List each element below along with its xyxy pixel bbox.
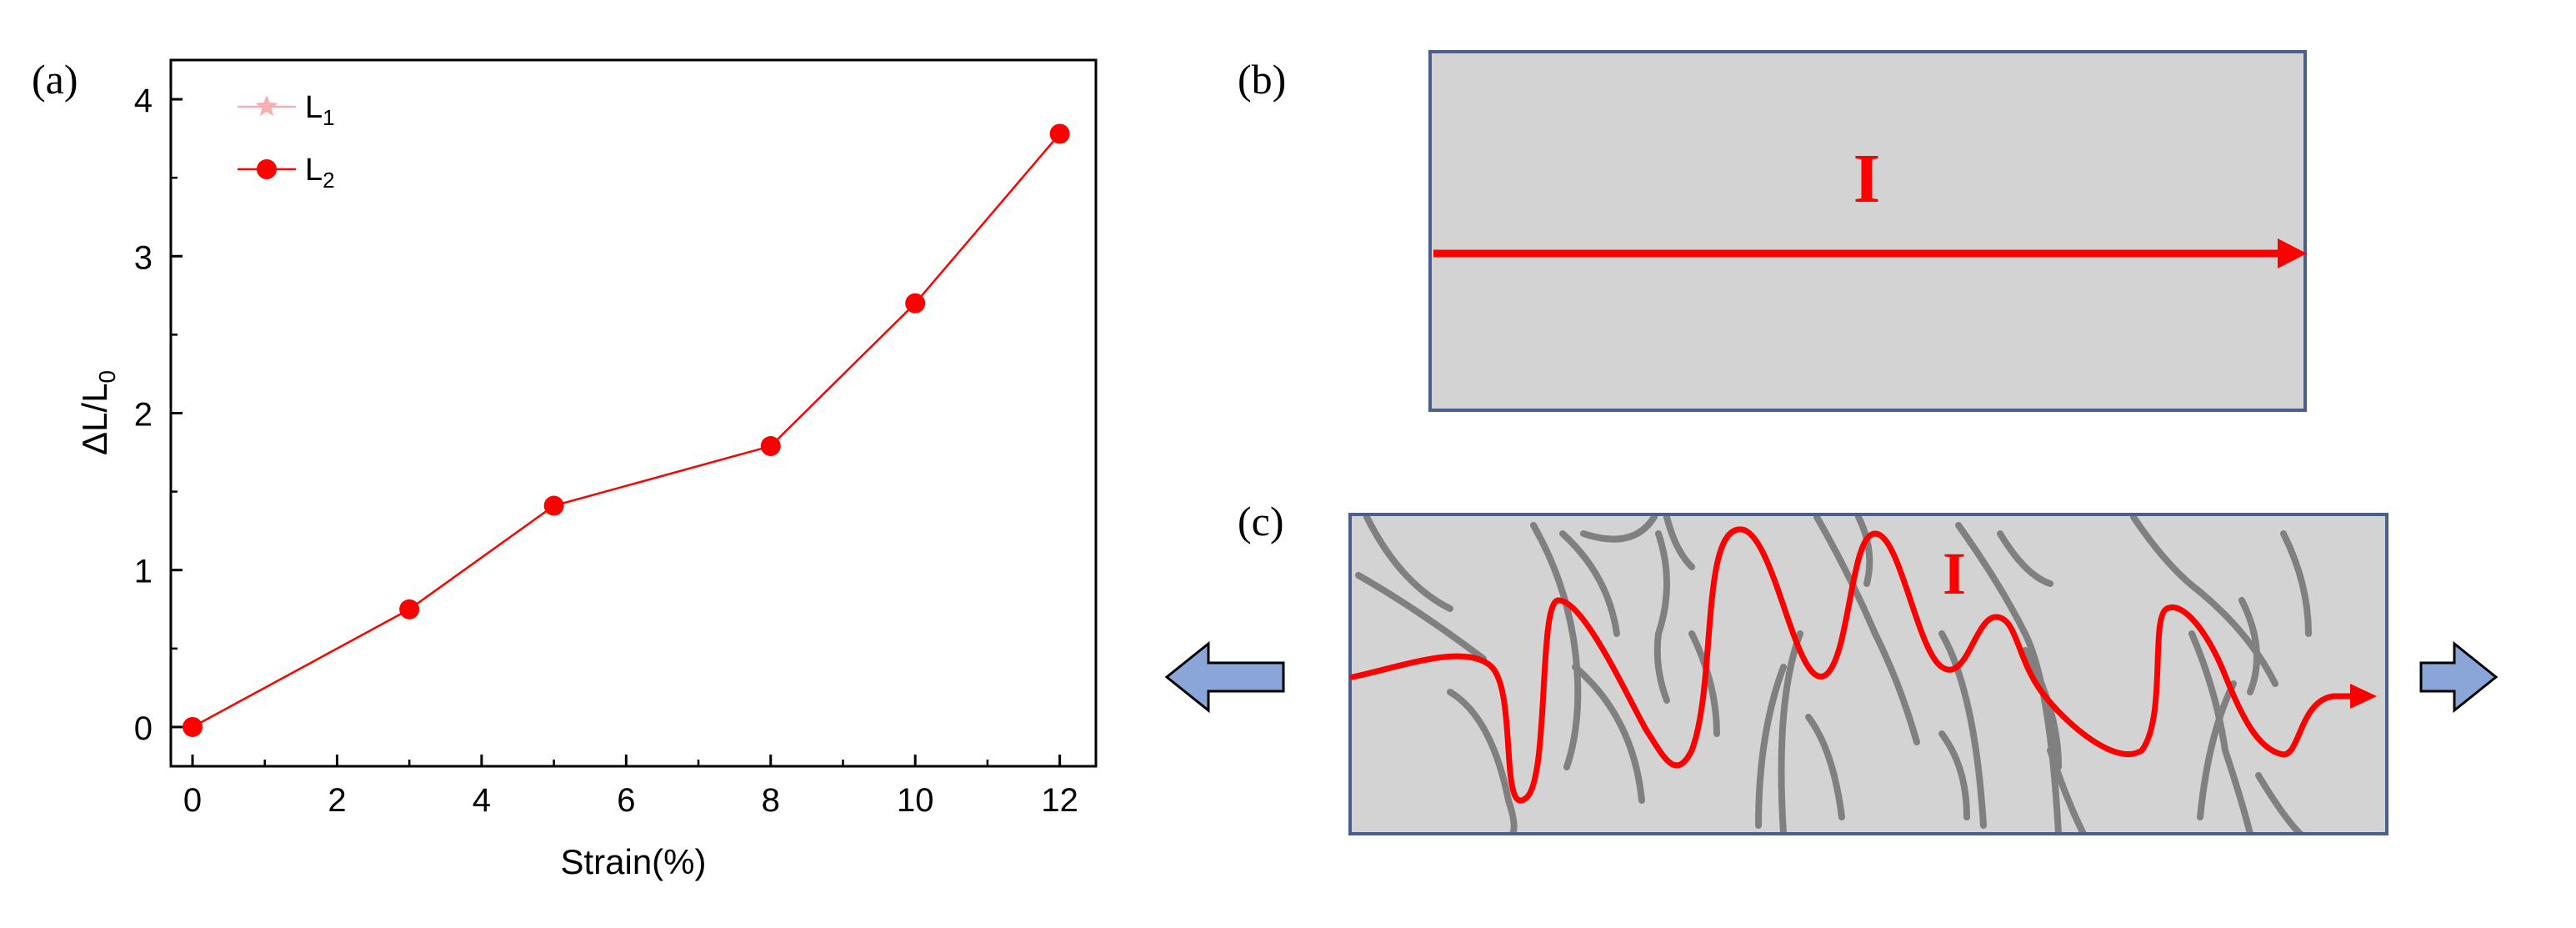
x-tick-label: 0	[183, 782, 202, 819]
svg-text:L2: L2	[305, 153, 335, 193]
y-axis-title-subscript: 0	[94, 370, 120, 384]
legend-label-L1: L	[305, 90, 323, 125]
current-arrowhead-c	[2350, 684, 2377, 709]
legend-item-L1: L1	[238, 90, 335, 130]
x-tick-label: 4	[473, 782, 491, 819]
data-point-L2	[399, 599, 420, 620]
panel-b-label: (b)	[1238, 56, 1286, 103]
x-tick-label: 12	[1041, 782, 1078, 819]
svg-text:L1: L1	[305, 90, 335, 130]
panel-c-label: (c)	[1238, 498, 1284, 544]
panel-a-label: (a)	[32, 56, 78, 103]
data-point-L2	[1049, 123, 1070, 144]
y-tick-label: 3	[134, 239, 153, 276]
current-path-tortuous	[1349, 526, 2358, 804]
x-axis: 0 2 4 6 8 10 12	[183, 755, 1078, 819]
left-arrow-icon	[1164, 640, 1285, 714]
x-tick-label: 10	[897, 782, 934, 819]
y-tick-label: 4	[134, 83, 153, 119]
y-tick-label: 1	[134, 554, 153, 590]
series-layer	[183, 123, 1070, 737]
current-arrowhead	[2278, 238, 2307, 268]
legend-label-L2: L	[305, 153, 323, 188]
crack-network	[1355, 514, 2312, 834]
data-point-L2	[905, 293, 926, 314]
legend-star-marker	[255, 95, 278, 117]
y-axis: 0 1 2 3 4	[134, 83, 183, 747]
x-tick-label: 8	[762, 782, 780, 819]
y-tick-label: 2	[134, 397, 153, 434]
specimen-stretched-border	[1348, 513, 2388, 835]
data-point-L2	[543, 495, 564, 516]
svg-text:ΔL/L0: ΔL/L0	[75, 370, 120, 455]
legend-subscript-L1: 1	[323, 105, 334, 130]
legend: L1 L2	[238, 90, 335, 193]
legend-item-L2: L2	[238, 153, 335, 193]
right-arrow-icon	[2419, 640, 2498, 714]
legend-circle-marker	[257, 159, 277, 179]
y-axis-title: ΔL/L0	[75, 370, 120, 455]
x-axis-title: Strain(%)	[560, 842, 706, 881]
data-point-L2	[183, 716, 203, 737]
panel-b: (b) I	[1238, 50, 2307, 412]
series-line-L2	[192, 133, 1061, 729]
x-tick-label: 6	[617, 782, 635, 819]
legend-subscript-L2: 2	[323, 168, 334, 193]
current-label-c: I	[1943, 540, 1966, 607]
current-label-b: I	[1853, 140, 1881, 218]
y-axis-title-main: ΔL/L	[75, 384, 114, 455]
data-point-L2	[760, 436, 781, 457]
y-tick-label: 0	[134, 710, 153, 747]
x-tick-label: 2	[328, 782, 346, 819]
specimen-intact	[1428, 50, 2307, 412]
panel-c: (c)	[1164, 498, 2498, 835]
